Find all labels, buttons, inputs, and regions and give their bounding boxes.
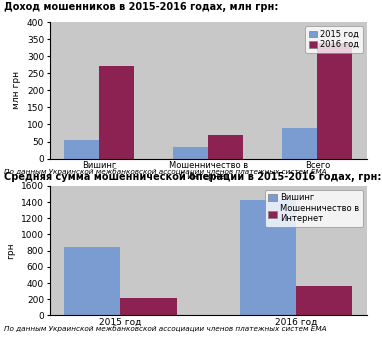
Text: Доход мошенников в 2015-2016 годах, млн грн:: Доход мошенников в 2015-2016 годах, млн … (4, 2, 278, 12)
Bar (282, 128, 317, 159)
Legend: Вишинг, Мошенничество в
Интернет: Вишинг, Мошенничество в Интернет (265, 190, 363, 227)
Bar (317, 43, 352, 159)
Bar (120, 298, 176, 315)
Bar (64, 140, 99, 159)
Legend: 2015 год, 2016 год: 2015 год, 2016 год (305, 26, 363, 53)
Text: По данным Украинской межбанковской ассоциации членов платежных систем ЕМА: По данным Украинской межбанковской ассоц… (4, 326, 327, 332)
Bar (64, 248, 120, 315)
Bar (99, 66, 134, 159)
Text: Средняя сумма мошеннической операции в 2015-2016 годах, грн:: Средняя сумма мошеннической операции в 2… (4, 172, 381, 182)
Bar (296, 286, 352, 315)
Y-axis label: млн грн: млн грн (12, 71, 21, 109)
Bar (208, 135, 243, 159)
Text: По данным Украинской межбанковской ассоциации членов платежных систем ЕМА: По данным Украинской межбанковской ассоц… (4, 168, 327, 175)
Bar (173, 147, 208, 159)
Bar (240, 201, 296, 315)
Y-axis label: грн: грн (6, 242, 16, 259)
